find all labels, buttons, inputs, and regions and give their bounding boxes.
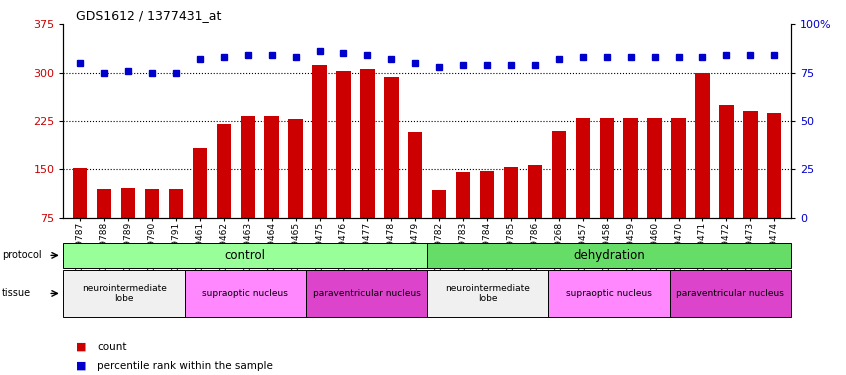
Bar — [719, 105, 733, 266]
Bar — [504, 166, 518, 266]
Text: ■: ■ — [76, 361, 86, 370]
Text: neurointermediate
lobe: neurointermediate lobe — [82, 284, 167, 303]
Bar — [312, 65, 327, 266]
Text: paraventricular nucleus: paraventricular nucleus — [677, 289, 784, 298]
Bar — [168, 189, 183, 266]
Bar — [288, 119, 303, 266]
Bar — [217, 123, 231, 266]
Bar — [145, 189, 159, 266]
Bar — [767, 113, 782, 266]
Bar — [193, 148, 207, 266]
Bar — [73, 168, 87, 266]
Bar — [121, 188, 135, 266]
Bar — [63, 270, 184, 317]
Bar — [97, 189, 112, 266]
Bar — [624, 118, 638, 266]
Bar — [240, 116, 255, 266]
Bar — [265, 116, 279, 266]
Bar — [427, 243, 791, 268]
Text: ■: ■ — [76, 342, 86, 352]
Bar — [695, 73, 710, 266]
Bar — [184, 270, 306, 317]
Bar — [575, 118, 590, 266]
Bar — [528, 165, 542, 266]
Bar — [63, 243, 427, 268]
Text: GDS1612 / 1377431_at: GDS1612 / 1377431_at — [76, 9, 222, 22]
Bar — [672, 118, 686, 266]
Bar — [647, 118, 662, 266]
Bar — [480, 171, 494, 266]
Bar — [336, 71, 350, 266]
Text: supraoptic nucleus: supraoptic nucleus — [566, 289, 652, 298]
Bar — [360, 69, 375, 266]
Text: paraventricular nucleus: paraventricular nucleus — [313, 289, 420, 298]
Bar — [600, 118, 614, 266]
Bar — [427, 270, 548, 317]
Bar — [456, 172, 470, 266]
Bar — [548, 270, 670, 317]
Text: supraoptic nucleus: supraoptic nucleus — [202, 289, 288, 298]
Bar — [743, 111, 757, 266]
Text: dehydration: dehydration — [574, 249, 645, 262]
Text: count: count — [97, 342, 127, 352]
Bar — [384, 77, 398, 266]
Bar — [432, 190, 447, 266]
Bar — [552, 130, 566, 266]
Bar — [306, 270, 427, 317]
Bar — [670, 270, 791, 317]
Text: neurointermediate
lobe: neurointermediate lobe — [446, 284, 530, 303]
Text: tissue: tissue — [2, 288, 30, 298]
Text: protocol: protocol — [2, 251, 41, 260]
Bar — [408, 132, 422, 266]
Text: percentile rank within the sample: percentile rank within the sample — [97, 361, 273, 370]
Text: control: control — [225, 249, 266, 262]
